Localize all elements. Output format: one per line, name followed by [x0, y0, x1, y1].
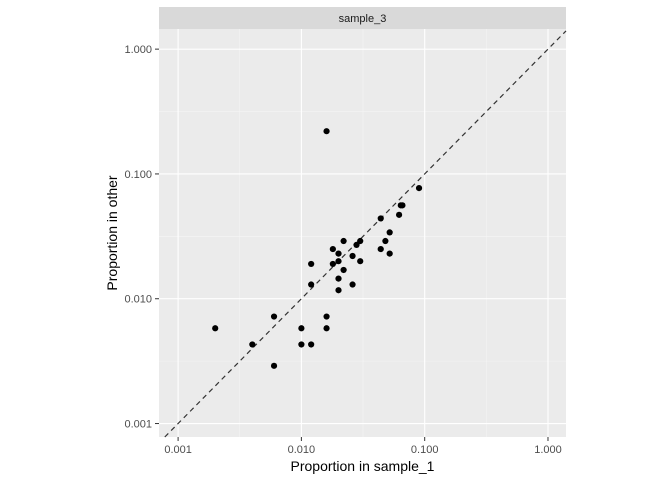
data-point-32 — [399, 202, 406, 209]
x-axis-ticks: 0.001 0.010 0.100 1.000 — [164, 437, 562, 456]
data-point-19 — [340, 266, 347, 274]
y-tick-label: 0.010 — [124, 294, 152, 306]
data-point-30 — [395, 211, 403, 218]
y-axis-ticks: 0.001 0.010 0.100 1.000 — [124, 44, 159, 431]
data-point-2 — [270, 313, 278, 320]
data-point-3 — [270, 362, 278, 369]
data-point-15 — [335, 258, 342, 265]
data-point-5 — [298, 341, 305, 348]
data-point-13 — [329, 260, 336, 268]
data-point-7 — [308, 281, 315, 288]
grid-major — [159, 29, 566, 437]
data-point-8 — [308, 341, 315, 348]
data-point-18 — [340, 237, 347, 245]
data-point-11 — [323, 325, 330, 332]
data-point-28 — [386, 229, 393, 236]
x-tick-label: 0.100 — [411, 444, 439, 456]
data-point-1 — [249, 341, 256, 348]
plot-panel — [159, 29, 566, 437]
data-point-23 — [357, 237, 364, 245]
y-axis-title: Proportion in other — [104, 175, 120, 291]
data-point-9 — [323, 128, 330, 135]
data-point-26 — [377, 245, 384, 253]
data-point-21 — [349, 281, 356, 288]
data-point-22 — [353, 241, 360, 249]
x-tick-label: 0.001 — [164, 444, 192, 456]
x-tick-label: 0.010 — [288, 444, 316, 456]
y-tick-label: 0.001 — [124, 419, 152, 431]
facet-strip — [159, 7, 566, 29]
data-point-10 — [323, 313, 330, 320]
data-point-12 — [329, 245, 336, 253]
y-tick-label: 1.000 — [124, 44, 152, 56]
data-point-0 — [212, 325, 219, 332]
facet-strip-label: sample_3 — [339, 13, 387, 25]
data-point-16 — [335, 275, 342, 282]
data-point-27 — [382, 237, 389, 245]
data-point-14 — [335, 250, 342, 257]
data-point-4 — [298, 325, 305, 332]
data-point-20 — [349, 252, 356, 260]
data-point-24 — [357, 258, 364, 265]
data-point-17 — [335, 287, 342, 294]
y-tick-label: 0.100 — [124, 169, 152, 181]
data-point-6 — [308, 260, 315, 268]
data-point-25 — [377, 215, 384, 222]
points-layer — [212, 128, 423, 369]
x-axis-title: Proportion in sample_1 — [291, 458, 435, 474]
data-point-33 — [415, 185, 423, 192]
data-point-29 — [386, 250, 393, 257]
x-tick-label: 1.000 — [534, 444, 562, 456]
